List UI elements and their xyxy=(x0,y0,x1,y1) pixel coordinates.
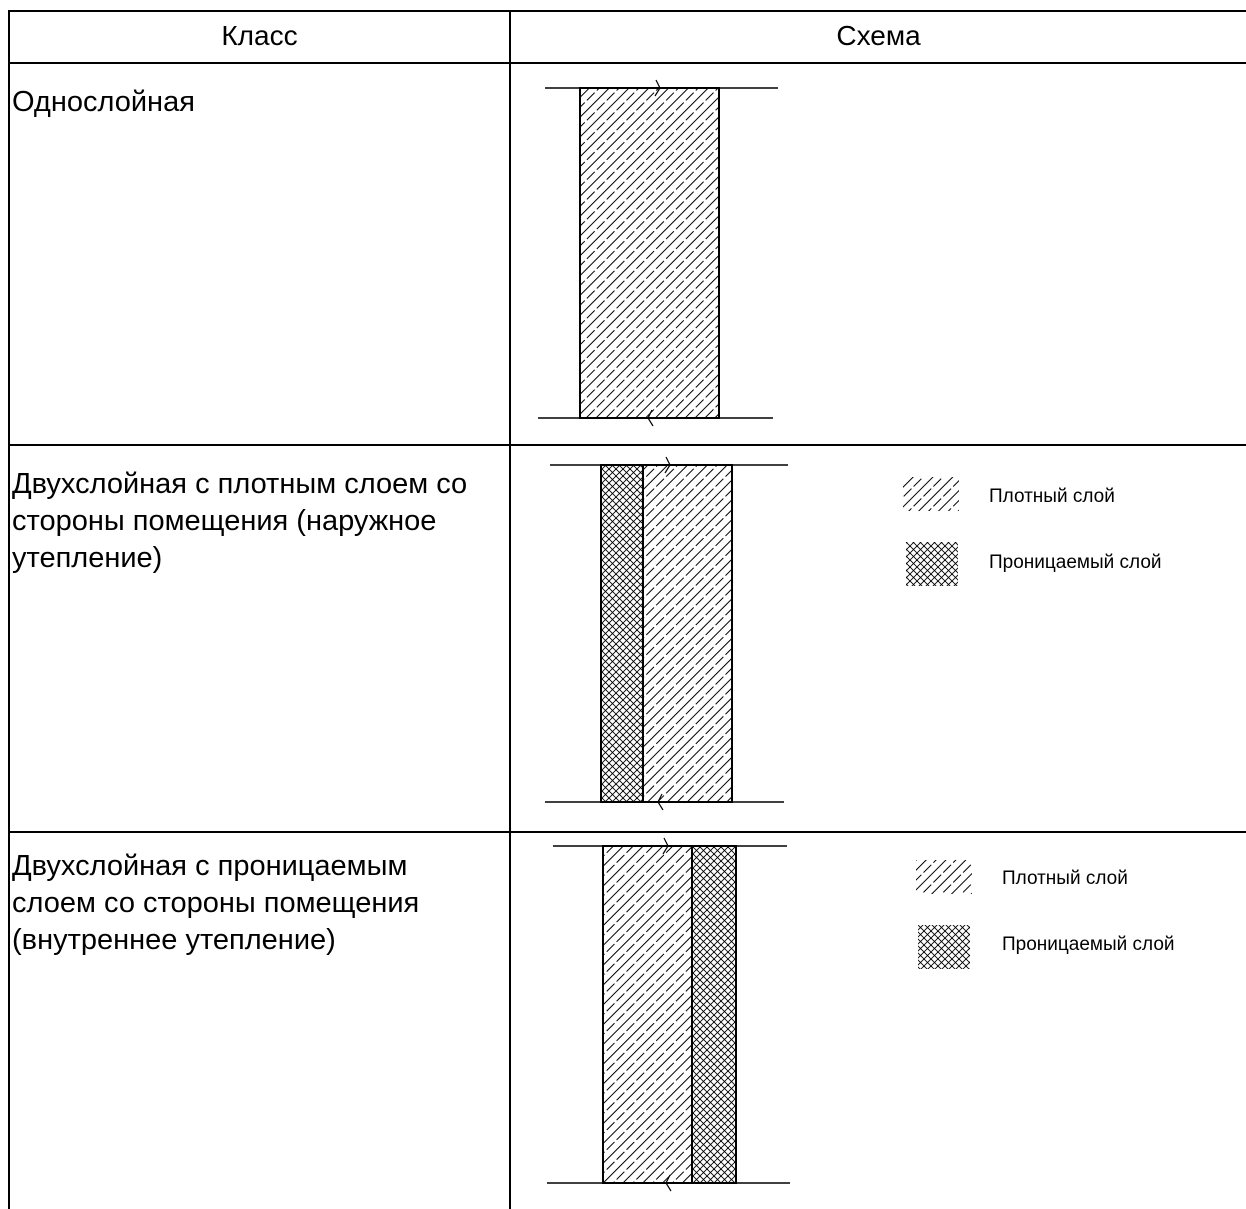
legend-permeable-swatch xyxy=(918,925,970,969)
class-single-layer: Однослойная xyxy=(12,86,195,118)
legend-permeable-label: Проницаемый слой xyxy=(1002,934,1175,955)
row-divider-2 xyxy=(8,831,1246,833)
column-divider xyxy=(509,10,511,1209)
class-two-layer-internal: Двухслойная с проницаемым слоем со сторо… xyxy=(12,850,420,956)
table-border-left xyxy=(8,10,10,1209)
header-scheme: Схема xyxy=(836,20,921,51)
legend-dense-swatch xyxy=(903,477,959,511)
permeable-layer xyxy=(600,464,644,803)
table-border-top xyxy=(8,10,1246,12)
scheme-single-layer xyxy=(538,79,778,427)
legend-permeable-label: Проницаемый слой xyxy=(989,552,1162,573)
legend-dense-label: Плотный слой xyxy=(1002,868,1128,889)
row-divider-1 xyxy=(8,444,1246,446)
legend-dense-label: Плотный слой xyxy=(989,486,1115,507)
class-two-layer-external: Двухслойная с плотным слоем со стороны п… xyxy=(12,468,468,574)
dense-layer xyxy=(602,845,693,1184)
scheme-two-layer-external xyxy=(545,456,959,811)
header-divider xyxy=(8,62,1246,64)
dense-layer xyxy=(579,87,720,419)
dense-layer xyxy=(642,464,733,803)
legend-permeable-swatch xyxy=(906,542,958,586)
permeable-layer xyxy=(691,845,737,1184)
scheme-two-layer-internal xyxy=(547,837,972,1192)
header-class: Класс xyxy=(221,20,298,51)
legend-dense-swatch xyxy=(916,860,972,894)
